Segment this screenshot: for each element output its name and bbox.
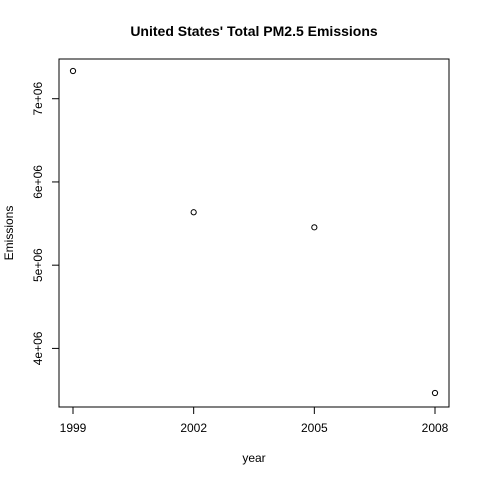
- x-axis: 1999 2002 2005 2008: [60, 406, 449, 435]
- data-point-2002: [190, 209, 197, 216]
- x-tick-label-2008: 2008: [422, 421, 449, 435]
- data-points: [69, 67, 439, 397]
- data-point-1999: [69, 67, 77, 75]
- y-axis: 4e+06 5e+06 6e+06 7e+06: [31, 82, 60, 365]
- y-axis-label: Emissions: [2, 206, 16, 261]
- data-point-2008: [431, 389, 439, 397]
- y-tick-label-4e+06: 4e+06: [31, 331, 45, 365]
- y-tick-label-7e+06: 7e+06: [31, 82, 45, 116]
- chart-title: United States' Total PM2.5 Emissions: [130, 23, 378, 39]
- data-point-2005: [311, 224, 318, 231]
- x-axis-label: year: [242, 451, 265, 465]
- y-tick-label-5e+06: 5e+06: [31, 248, 45, 282]
- x-tick-label-2002: 2002: [180, 421, 207, 435]
- x-tick-label-1999: 1999: [60, 421, 87, 435]
- y-tick-label-6e+06: 6e+06: [31, 165, 45, 199]
- x-tick-label-2005: 2005: [301, 421, 328, 435]
